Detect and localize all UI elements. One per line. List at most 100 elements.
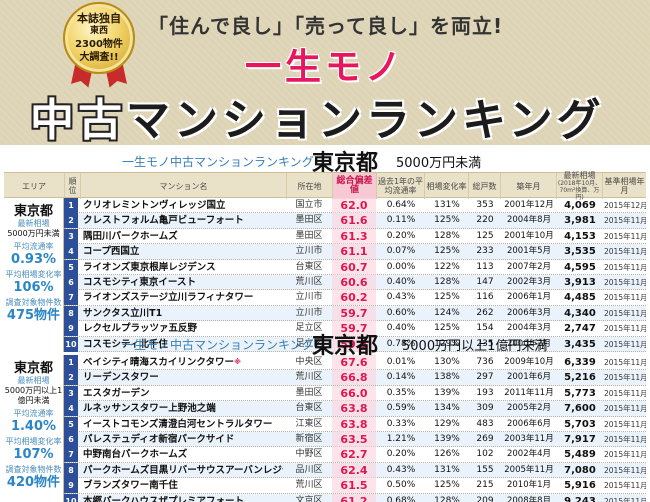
location-cell: 台東区: [295, 403, 323, 414]
change-cell: 134%: [434, 403, 460, 414]
base-cell: 2015年11月: [604, 293, 646, 303]
units-cell: 155: [476, 464, 494, 475]
location-cell: 台東区: [295, 261, 323, 272]
score-cell: 59.5: [332, 336, 376, 352]
title-line-2: 中古マンションランキング: [30, 84, 630, 145]
units-cell: 154: [476, 323, 494, 334]
location-cell: 荒川区: [295, 372, 323, 383]
built-cell: 2008年8月: [506, 495, 552, 502]
rate-cell: 0.35%: [386, 387, 416, 398]
rank-cell: 4: [64, 401, 78, 417]
rank-cell: 1: [64, 198, 78, 213]
units-cell: 483: [476, 418, 494, 429]
base-cell: 2015年11月: [604, 339, 646, 349]
mansion-name: 本郷パークハウスザプレミアフォート: [83, 495, 245, 502]
location-cell: 足立区: [295, 323, 323, 334]
rate-cell: 0.40%: [386, 323, 416, 334]
rate-cell: 1.21%: [386, 434, 416, 444]
rank-cell: 8: [64, 305, 78, 321]
units-cell: 116: [476, 292, 494, 303]
change-cell: 139%: [434, 434, 460, 444]
rate-cell: 0.07%: [386, 246, 416, 257]
ranking-section-1: 一生モノ中古マンションランキング 東京都 5000万円未満 エリア 順位 マンシ…: [4, 146, 646, 352]
change-cell: 125%: [434, 323, 460, 334]
summary-avg-change: 106%: [13, 280, 54, 295]
base-cell: 2015年11月: [604, 262, 646, 272]
rate-cell: 0.50%: [386, 480, 416, 491]
rank-cell: 5: [64, 259, 78, 275]
summary-label-count: 調査対象物件数: [5, 465, 62, 474]
table-row: 3 隅田川パークホームズ 墨田区 61.3 0.20% 128% 125 2001年10月 4,…: [64, 228, 646, 245]
rate-cell: 0.20%: [386, 230, 416, 241]
location-cell: 中野区: [295, 449, 323, 460]
score-cell: 61.6: [332, 213, 376, 229]
base-cell: 2015年11月: [604, 481, 646, 491]
table-row: 4 コープ西国立 立川市 61.1 0.07% 125% 233 2001年5月 3,535 20…: [64, 244, 646, 260]
change-cell: 125%: [434, 215, 460, 226]
badge-line: 2300物件: [75, 39, 123, 50]
location-cell: 立川市: [295, 246, 323, 257]
table-row: 3 エスタガーデン 墨田区 66.0 0.35% 139% 193 2011年11月 5,773…: [64, 385, 646, 402]
base-cell: 2015年11月: [604, 496, 646, 502]
table-row: 10 コスモシティ北千住 足立区 59.5 0.78% 129% 235 2000年2月 3,4…: [64, 336, 646, 352]
table-row: 1 ベイシティ晴海スカイリンクタワー※ 中央区 67.6 0.01% 130% 736 200…: [64, 355, 646, 371]
section-prefecture: 東京都: [312, 150, 379, 176]
table-row: 5 ライオンズ東京根岸レジデンス 台東区 60.7 0.00% 122% 113 2007年2…: [64, 259, 646, 275]
score-cell: 61.2: [332, 493, 376, 502]
built-cell: 2002年4月: [506, 449, 552, 460]
rank-cell: 10: [64, 336, 78, 352]
score-cell: 62.0: [332, 198, 376, 213]
rank-cell: 4: [64, 244, 78, 260]
score-cell: 67.6: [332, 355, 376, 370]
rank-cell: 2: [64, 213, 78, 229]
score-cell: 63.8: [332, 416, 376, 432]
change-cell: 128%: [434, 495, 460, 502]
price-cell: 4,069: [564, 200, 596, 211]
base-cell: 2015年11月: [604, 435, 646, 444]
price-cell: 5,489: [564, 449, 596, 461]
rate-cell: 0.20%: [386, 449, 416, 460]
mansion-name: コスモシティ北千住: [83, 338, 168, 350]
price-cell: 5,216: [564, 372, 596, 384]
units-cell: 220: [476, 215, 494, 226]
price-cell: 3,535: [564, 246, 596, 258]
section-price-band: 5000万円以上1億円未満: [402, 339, 548, 354]
built-cell: 2003年11月: [504, 434, 554, 444]
units-cell: 233: [476, 246, 494, 257]
built-cell: 2002年3月: [506, 277, 552, 287]
price-cell: 3,913: [564, 277, 596, 288]
change-cell: 129%: [434, 418, 460, 429]
rate-cell: 0.01%: [386, 357, 416, 367]
location-cell: 文京区: [295, 495, 323, 502]
summary-band: 5000万円以上1億円未満: [4, 386, 63, 405]
rate-cell: 0.60%: [386, 307, 416, 318]
rank-cell: 6: [64, 432, 78, 447]
location-cell: 新宿区: [295, 434, 323, 444]
note-mark: ※: [234, 358, 241, 366]
col-rank: 順位: [64, 173, 80, 199]
mansion-name: ライオンズステージ立川ラフィナタワー: [83, 292, 254, 304]
rate-cell: 0.59%: [386, 403, 416, 414]
mansion-name: ブランズタワー南千住: [83, 480, 178, 492]
location-cell: 品川区: [295, 464, 323, 475]
col-rate: 過去1年の平均流通率: [376, 173, 424, 199]
mansion-name: パークホームズ目黒リバーサウスアーバンレジデンス: [83, 464, 283, 476]
score-cell: 60.7: [332, 259, 376, 275]
built-cell: 2001年6月: [506, 372, 552, 383]
rank-cell: 9: [64, 321, 78, 337]
mansion-name: ベイシティ晴海スカイリンクタワー※: [83, 357, 241, 368]
location-cell: 墨田区: [295, 215, 323, 226]
rank-cell: 1: [64, 355, 78, 370]
summary-label-latest: 最新相場: [17, 219, 50, 228]
rank-cell: 9: [64, 478, 78, 494]
base-cell: 2015年11月: [604, 450, 646, 460]
col-price-note: (2018年10月、70m²換算、万円): [557, 180, 602, 201]
survey-badge: 本誌独自 東西 2300物件 大調査!!: [63, 2, 135, 74]
col-name: マンション名: [80, 173, 286, 199]
summary-avg-change: 107%: [13, 447, 54, 462]
col-change: 相場変化率: [424, 173, 468, 199]
mansion-name: ライオンズ東京根岸レジデンス: [83, 261, 216, 273]
price-cell: 7,080: [564, 464, 596, 476]
units-cell: 353: [476, 200, 494, 210]
location-cell: 荒川区: [295, 480, 323, 491]
